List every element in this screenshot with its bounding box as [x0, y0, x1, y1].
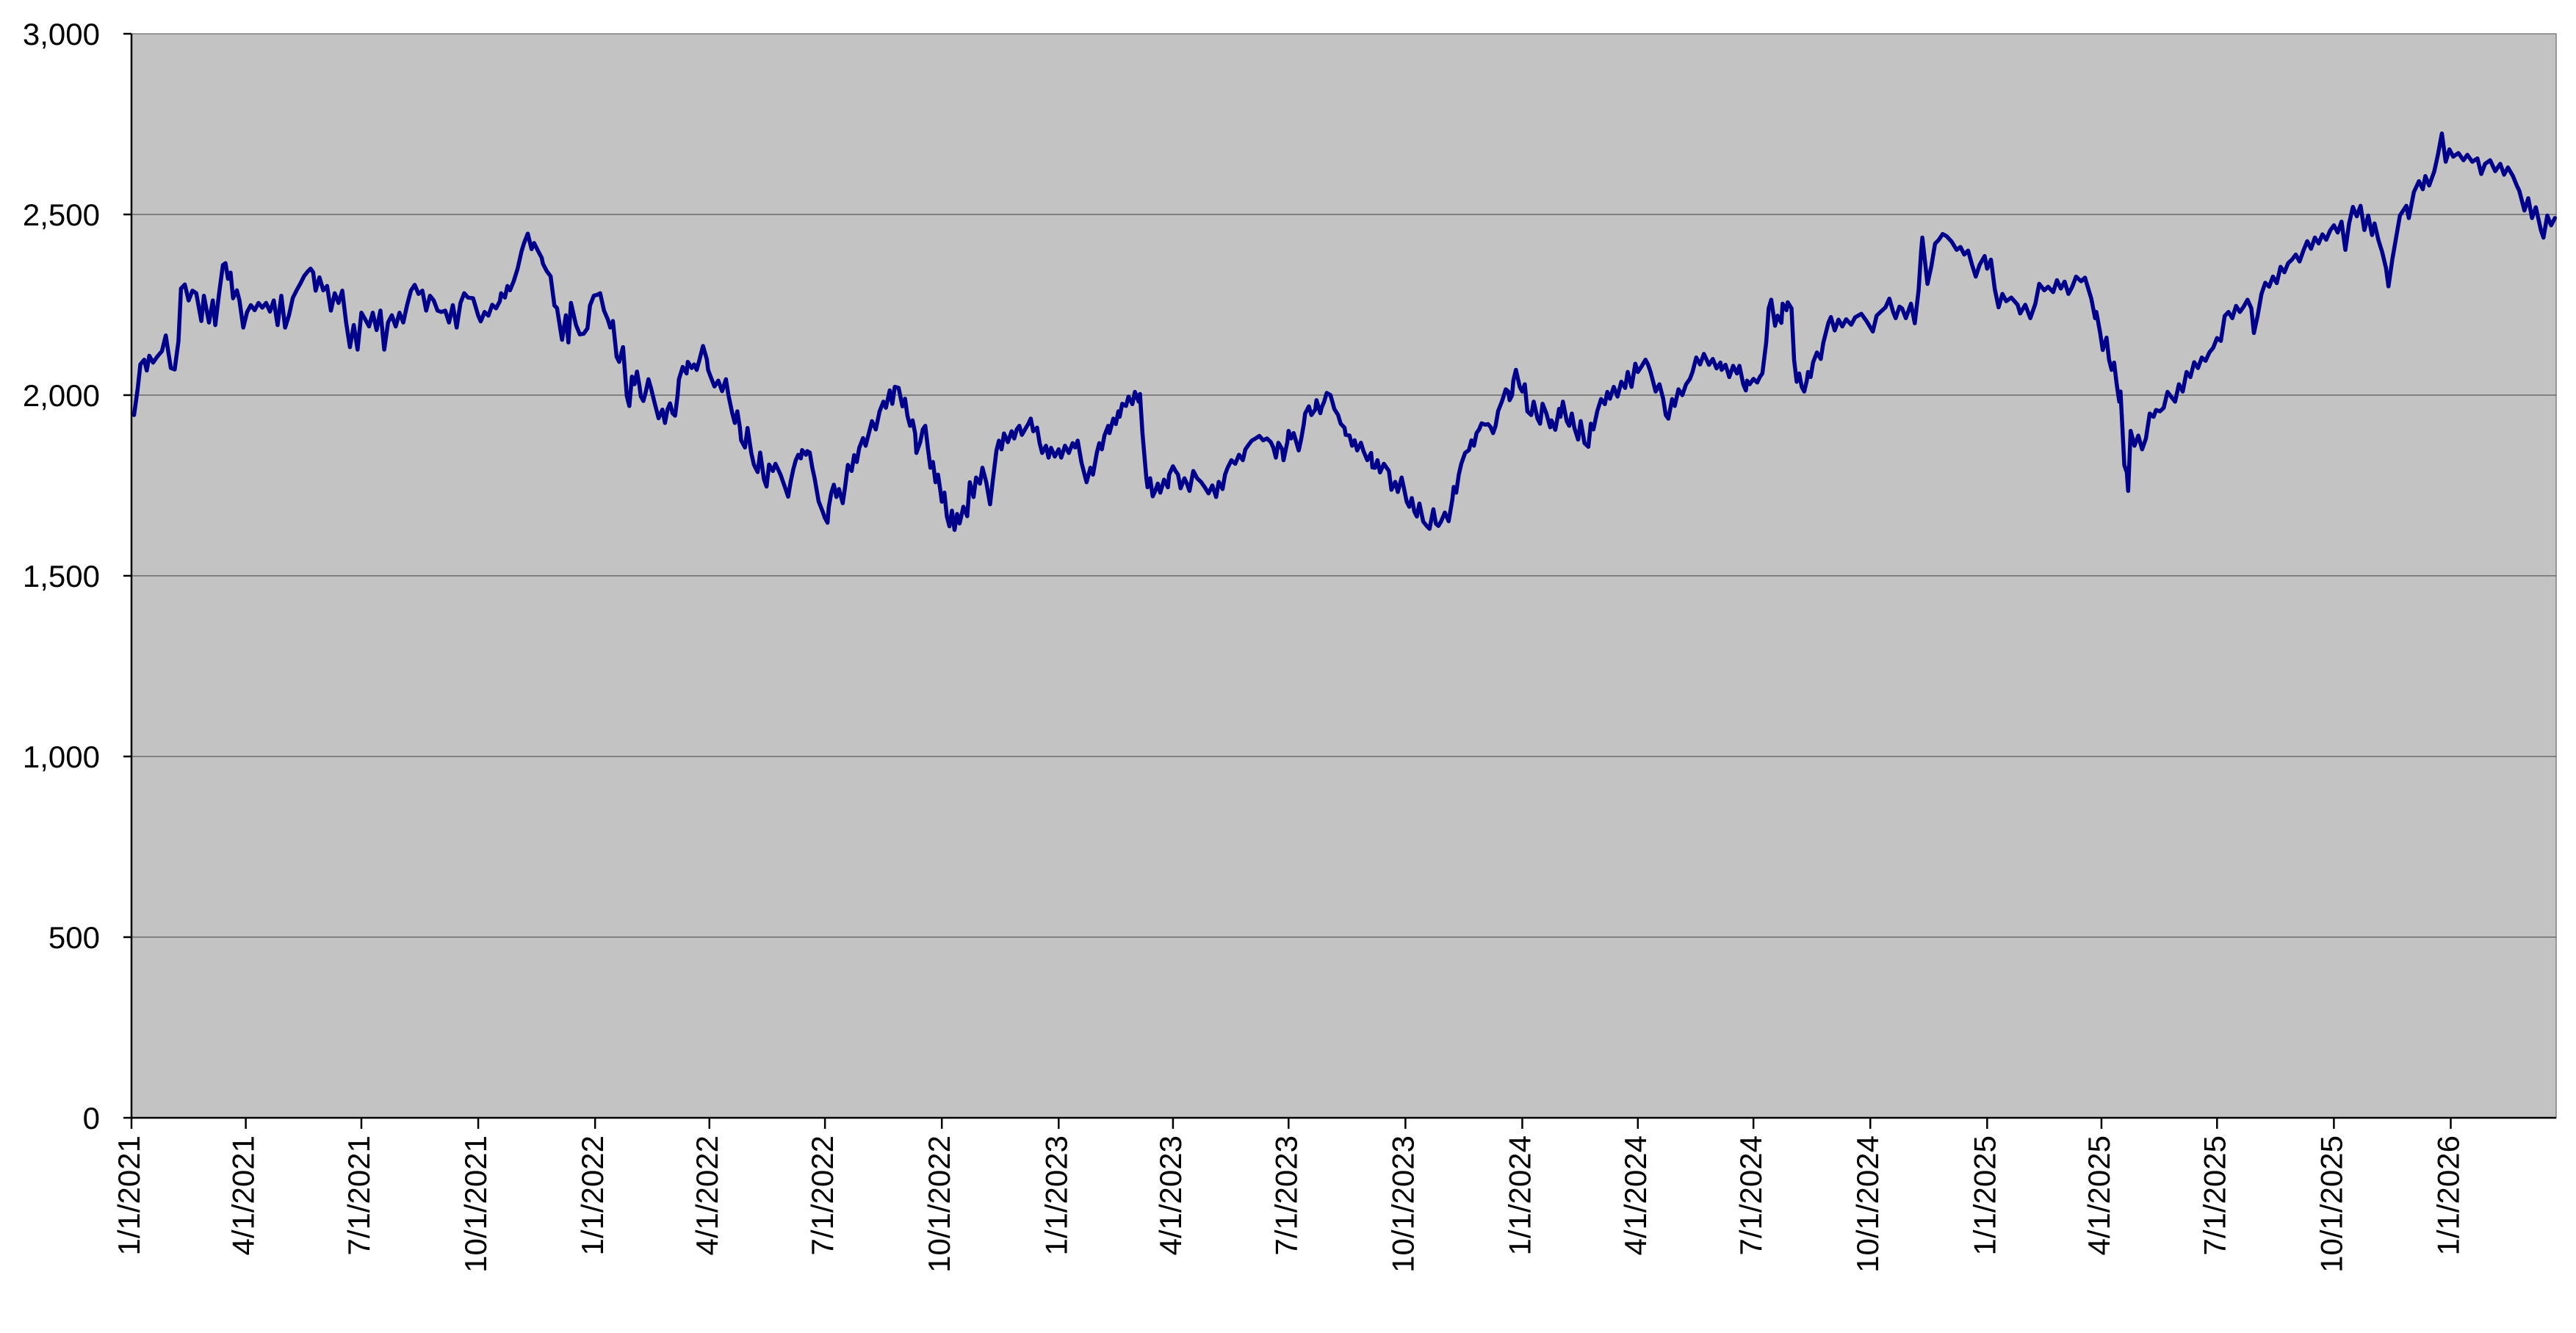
x-axis-label: 7/1/2023	[1269, 1135, 1303, 1256]
x-axis-label: 1/1/2026	[2431, 1135, 2465, 1256]
x-axis-label: 4/1/2021	[226, 1135, 261, 1256]
x-axis-label: 10/1/2025	[2314, 1135, 2348, 1273]
x-axis-label: 7/1/2021	[342, 1135, 376, 1256]
x-axis-label: 10/1/2022	[922, 1135, 956, 1273]
x-axis-label: 4/1/2025	[2082, 1135, 2116, 1256]
x-axis-label: 1/1/2025	[1967, 1135, 2002, 1256]
x-axis-label: 1/1/2024	[1502, 1135, 1537, 1256]
x-axis-label: 10/1/2023	[1385, 1135, 1420, 1273]
x-axis-label: 1/1/2021	[112, 1135, 146, 1256]
x-axis-label: 4/1/2024	[1618, 1135, 1653, 1256]
x-axis-label: 4/1/2023	[1153, 1135, 1188, 1256]
x-axis-label: 1/1/2023	[1039, 1135, 1073, 1256]
y-axis-label: 2,500	[23, 198, 100, 232]
y-axis-label: 1,000	[23, 740, 100, 774]
y-axis-label: 3,000	[23, 17, 100, 51]
x-axis-label: 7/1/2024	[1733, 1135, 1768, 1256]
x-axis-label: 4/1/2022	[690, 1135, 724, 1256]
y-axis-label: 500	[48, 920, 100, 955]
price-line-series	[131, 131, 2558, 532]
x-axis-label: 10/1/2021	[458, 1135, 493, 1273]
y-axis-label: 0	[83, 1101, 100, 1135]
x-axis-label: 1/1/2022	[575, 1135, 610, 1256]
x-axis-label: 10/1/2024	[1850, 1135, 1885, 1273]
y-axis-label: 2,000	[23, 378, 100, 413]
x-axis-label: 7/1/2025	[2197, 1135, 2232, 1256]
y-axis-label: 1,500	[23, 559, 100, 593]
x-axis-label: 7/1/2022	[805, 1135, 840, 1256]
